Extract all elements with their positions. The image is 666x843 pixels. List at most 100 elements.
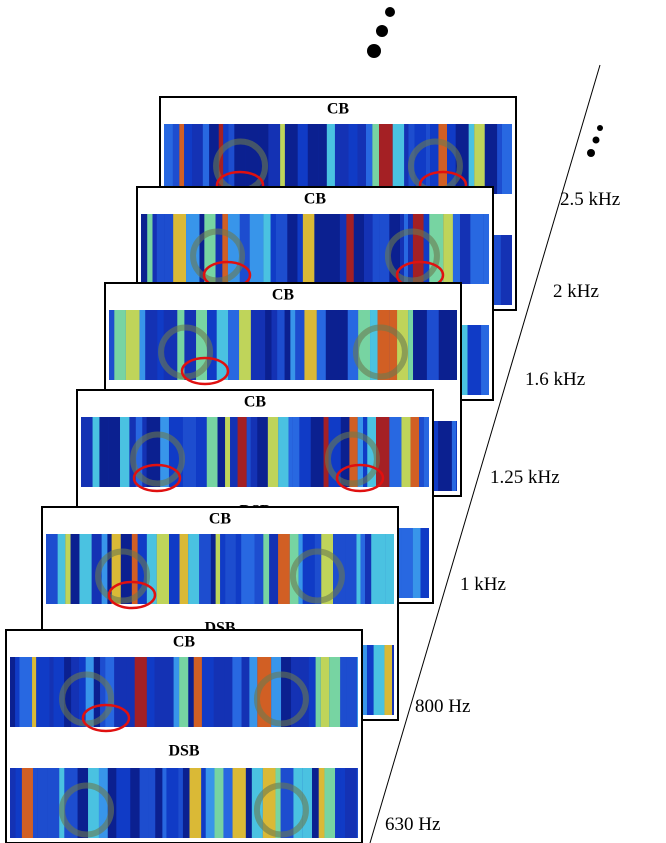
heatmap-cell — [335, 768, 341, 838]
heatmap-cell — [408, 310, 414, 380]
heatmap-cell — [201, 657, 214, 727]
heatmap-cell — [199, 534, 211, 604]
heatmap-cell — [287, 214, 298, 284]
heatmap-cell — [297, 214, 303, 284]
heatmap-cell — [114, 657, 127, 727]
heatmap-cell — [357, 124, 366, 194]
frequency-label: 2.5 kHz — [560, 189, 620, 210]
heatmap-cell — [360, 534, 366, 604]
heatmap-cell — [271, 657, 282, 727]
heatmap-cell — [15, 768, 22, 838]
heatmap-cell — [372, 124, 380, 194]
heatmap-cell — [392, 124, 405, 194]
heatmap-cell — [325, 310, 339, 380]
heatmap-cell — [438, 310, 452, 380]
heatmap-cell — [389, 417, 402, 487]
heatmap-cell — [201, 768, 206, 838]
frequency-label: 800 Hz — [415, 696, 470, 717]
heatmap-cell — [225, 534, 236, 604]
heatmap-cell — [277, 310, 285, 380]
heatmap-cell — [214, 768, 224, 838]
heatmap-cell — [64, 657, 72, 727]
heatmap-cell — [483, 214, 489, 284]
heatmap-cell — [184, 310, 197, 380]
heatmap-cell — [426, 310, 439, 380]
heatmap-cell — [379, 124, 393, 194]
heatmap-cell — [15, 657, 20, 727]
heatmap-cell — [356, 657, 358, 727]
heatmap-cell — [209, 124, 219, 194]
wheel — [352, 324, 408, 380]
heatmap-cell — [164, 214, 174, 284]
heatmap-cell — [401, 417, 411, 487]
heatmap-cell — [340, 768, 346, 838]
heatmap-cell — [126, 657, 135, 727]
wheel — [384, 228, 440, 284]
highlight — [81, 703, 131, 733]
heatmap-cell — [447, 124, 456, 194]
heatmap-cell — [299, 417, 311, 487]
heatmap-cell — [139, 768, 149, 838]
heatmap-cell — [438, 124, 448, 194]
heatmap-cell — [267, 417, 279, 487]
heatmap-cell — [111, 534, 121, 604]
heatmap-cell — [377, 310, 390, 380]
wheel — [289, 548, 345, 604]
heatmap-cell — [196, 310, 208, 380]
heatmap-cell — [310, 417, 324, 487]
wheel — [253, 671, 309, 727]
heatmap-cell — [81, 417, 93, 487]
heatmap-cell — [438, 421, 452, 491]
heatmap-cell — [228, 310, 240, 380]
heatmap-cell — [241, 534, 255, 604]
heatmap-cell — [135, 417, 143, 487]
heatmap-cell — [353, 214, 364, 284]
heatmap-cell — [295, 310, 305, 380]
frame-title: CB — [209, 511, 232, 528]
heatmap-cell — [192, 124, 203, 194]
heatmap-cell — [120, 534, 126, 604]
heatmap-cell — [275, 768, 281, 838]
heatmap-cell — [98, 768, 108, 838]
heatmap-cell — [57, 534, 66, 604]
heatmap-cell — [232, 768, 246, 838]
frequency-label: 1.25 kHz — [490, 467, 560, 488]
heatmap-cell — [145, 310, 158, 380]
heatmap-cell — [443, 214, 453, 284]
heatmap-cell — [32, 657, 37, 727]
heatmap-cell — [155, 768, 163, 838]
heatmap-cell — [164, 124, 173, 194]
heatmap-cell — [329, 657, 341, 727]
frequency-label: 1.6 kHz — [525, 369, 585, 390]
heatmap-cell — [345, 768, 357, 838]
heatmap-cell — [263, 534, 270, 604]
heatmap-cell — [290, 310, 296, 380]
heatmap-cell — [125, 310, 140, 380]
heatmap-cell — [284, 124, 298, 194]
heatmap-cell — [120, 417, 130, 487]
heatmap-cell — [146, 534, 157, 604]
heatmap-cell — [152, 214, 157, 284]
heatmap-cell — [116, 768, 131, 838]
heatmap-cell — [315, 657, 321, 727]
heatmap-cell — [109, 310, 115, 380]
heatmap-cell — [288, 417, 293, 487]
frame-title: CB — [173, 634, 196, 651]
heatmap-cell — [237, 417, 247, 487]
heatmap-cell — [334, 124, 349, 194]
heatmap-cell — [142, 417, 147, 487]
heatmap-cell — [125, 534, 132, 604]
heatmap-cell — [222, 214, 228, 284]
heatmap-cell — [114, 310, 126, 380]
heatmap-cell — [232, 657, 242, 727]
heatmap-cell — [85, 657, 94, 727]
heatmap-cell — [470, 214, 484, 284]
heatmap-cell — [356, 534, 361, 604]
heatmap-cell — [357, 417, 364, 487]
frame-title: CB — [304, 191, 327, 208]
heatmap-cell — [484, 124, 498, 194]
heatmap-cell — [281, 657, 292, 727]
heatmap-cell — [163, 657, 174, 727]
heatmap-cell — [318, 124, 327, 194]
heatmap-cell — [215, 534, 221, 604]
